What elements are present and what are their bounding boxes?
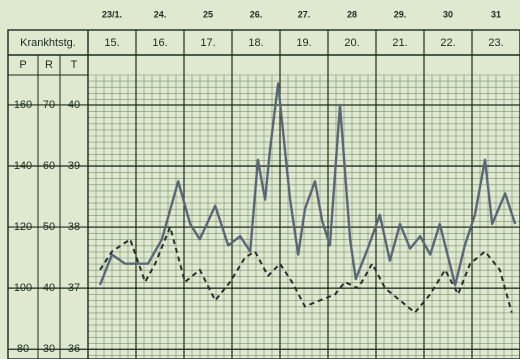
- y-tick-label: 80: [17, 343, 29, 355]
- day-number: 23.: [488, 37, 503, 49]
- y-tick-label: 70: [43, 99, 55, 111]
- y-tick-label: 100: [14, 282, 32, 294]
- date-label: 23/1.: [102, 9, 122, 19]
- column-label: P: [19, 59, 26, 71]
- y-tick-label: 50: [43, 221, 55, 233]
- date-label: 31: [491, 9, 501, 19]
- date-label: 26.: [250, 9, 263, 19]
- y-tick-label: 40: [43, 282, 55, 294]
- date-label: 27.: [298, 9, 311, 19]
- column-label: T: [71, 59, 78, 71]
- day-number: 20.: [344, 37, 359, 49]
- day-number: 16.: [152, 37, 167, 49]
- date-label: 30: [443, 9, 453, 19]
- series-line: [98, 82, 517, 287]
- frame: [7, 29, 520, 359]
- day-number: 21.: [392, 37, 407, 49]
- day-number: 17.: [200, 37, 215, 49]
- column-label: R: [45, 59, 53, 71]
- y-tick-label: 60: [43, 160, 55, 172]
- day-number: 19.: [296, 37, 311, 49]
- day-number: 22.: [440, 37, 455, 49]
- y-tick-label: 120: [14, 221, 32, 233]
- y-tick-label: 140: [14, 160, 32, 172]
- date-label: 24.: [154, 9, 167, 19]
- day-number: 15.: [104, 37, 119, 49]
- y-tick-label: 160: [14, 99, 32, 111]
- date-label: 25: [203, 9, 213, 19]
- series-line: [99, 226, 513, 314]
- row-label: Krankhtstg.: [20, 37, 76, 49]
- date-label: 29.: [394, 9, 407, 19]
- date-label: 28: [347, 9, 357, 19]
- y-tick-label: 30: [43, 343, 55, 355]
- day-number: 18.: [248, 37, 263, 49]
